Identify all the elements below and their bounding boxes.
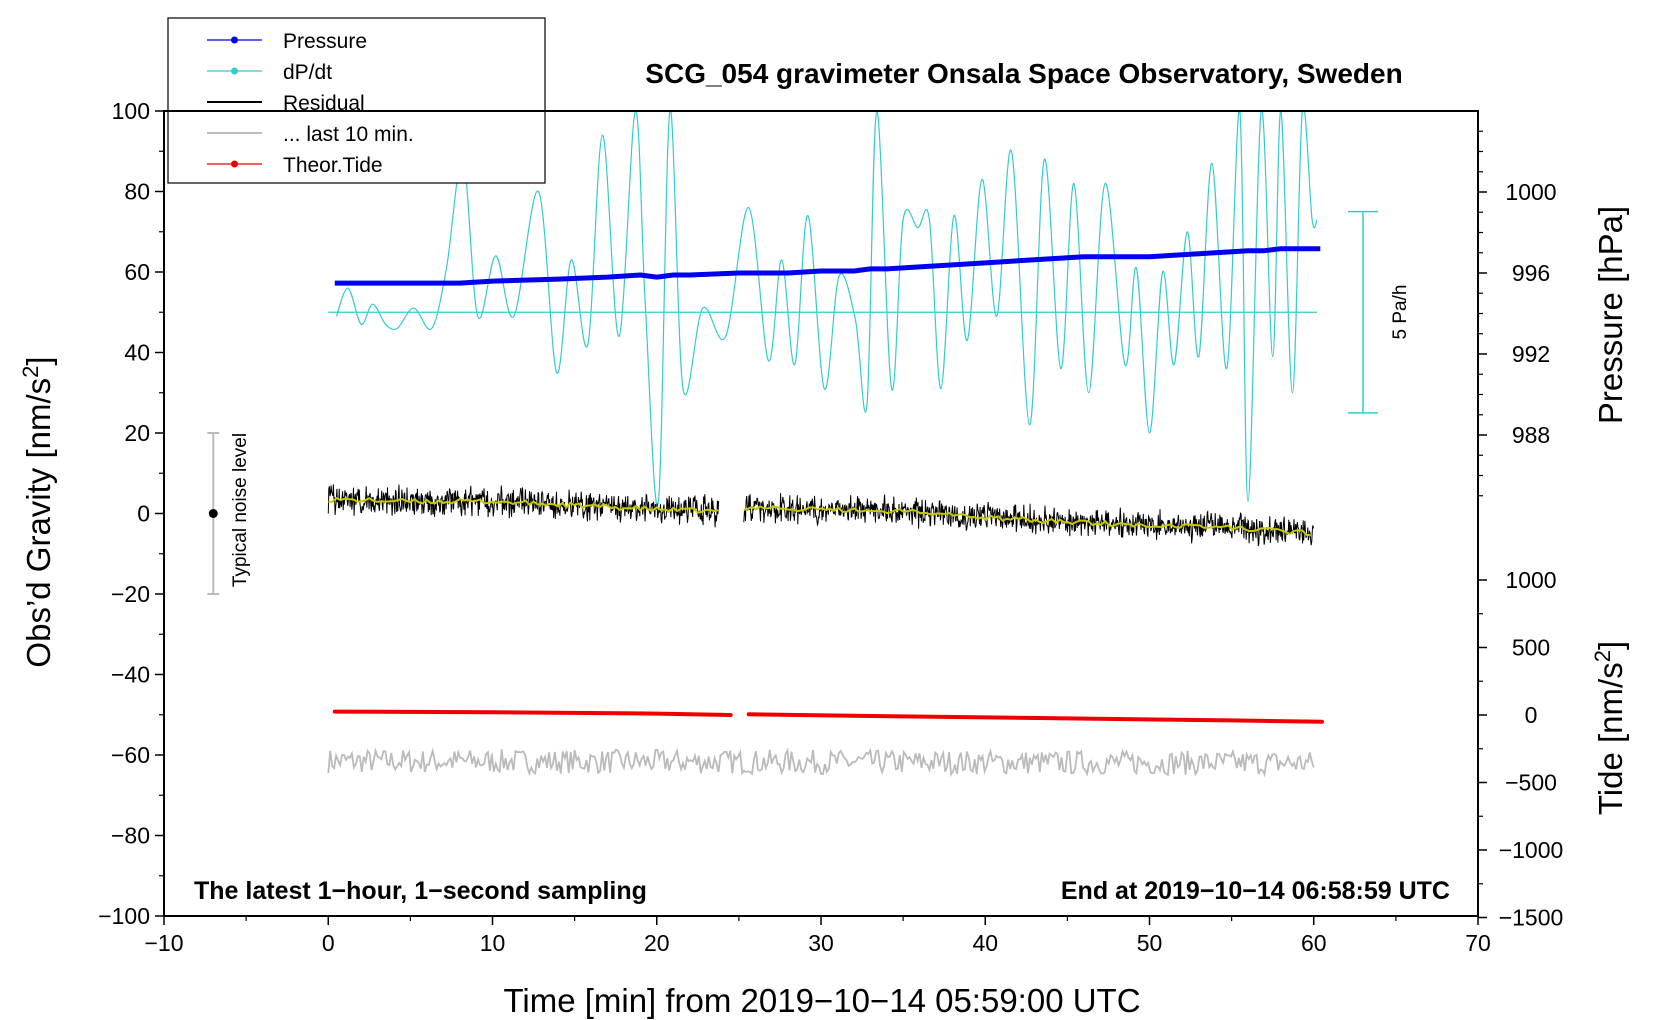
series-theor-tide-line <box>746 712 1324 724</box>
y-tick-label-left: 0 <box>137 501 150 527</box>
y-tick-label-left: −40 <box>111 662 150 688</box>
y-tick-label-tide: −1500 <box>1499 905 1564 931</box>
y-tick-label-pressure: 996 <box>1512 260 1550 286</box>
y-tick-label-left: 20 <box>124 420 150 446</box>
plot-frame <box>163 110 1479 917</box>
sampling-annotation: The latest 1−hour, 1−second sampling <box>194 877 647 905</box>
axes: −10 0 10 20 30 40 50 60 70100806040200−20−40−60−… <box>98 98 1563 956</box>
x-axis-title: Time [min] from 2019−10−14 05:59:00 UTC <box>503 982 1140 1019</box>
y-tick-label-tide: −1000 <box>1499 837 1564 863</box>
legend-label: dP/dt <box>283 61 332 84</box>
y-tick-label-left: 100 <box>112 98 150 124</box>
rate-label: 5 Pa/h <box>1390 285 1411 340</box>
y-axis-title-left-text: Obs’d Gravity [nm/s <box>20 378 57 668</box>
y-axis-title-pressure: Pressure [hPa] <box>1592 206 1629 424</box>
y-tick-label-left: −80 <box>111 823 150 849</box>
series-theor-tide-line <box>332 709 733 717</box>
x-tick-label: 30 <box>808 930 834 956</box>
y-tick-label-left: −100 <box>98 903 150 929</box>
y-tick-label-tide: 500 <box>1512 635 1550 661</box>
y-tick-label-pressure: 1000 <box>1505 179 1556 205</box>
legend-label: Theor.Tide <box>283 154 383 177</box>
y-axis-title-tide-end: ] <box>1592 641 1629 650</box>
x-tick-label: −10 <box>144 930 183 956</box>
series-residual-line <box>327 484 720 528</box>
y-tick-label-left: 80 <box>124 179 150 205</box>
series-residual-smoothed-line <box>328 496 719 514</box>
y-tick-label-pressure: 988 <box>1512 422 1550 448</box>
y-tick-label-pressure: 992 <box>1512 341 1550 367</box>
x-tick-label: 20 <box>644 930 670 956</box>
y-axis-title-left: Obs’d Gravity [nm/s2] <box>18 356 58 667</box>
y-tick-label-left: 60 <box>124 259 150 285</box>
end-time-annotation: End at 2019−10−14 06:58:59 UTC <box>1061 877 1450 905</box>
chart-title: SCG_054 gravimeter Onsala Space Observat… <box>645 58 1402 89</box>
y-tick-label-tide: −500 <box>1505 770 1557 796</box>
y-axis-title-tide-text: Tide [nm/s <box>1592 662 1629 815</box>
y-axis-title-tide-sup: 2 <box>1590 650 1615 662</box>
y-axis-title-left-end: ] <box>20 356 57 365</box>
noise-bar-center-dot <box>208 509 218 518</box>
legend-marker <box>231 67 238 75</box>
noise-level-label: Typical noise level <box>230 433 251 587</box>
legend-marker <box>231 36 238 44</box>
x-tick-label: 0 <box>322 930 335 956</box>
legend-marker <box>231 160 238 168</box>
y-tick-label-tide: 0 <box>1525 702 1538 728</box>
legend-label: ... last 10 min. <box>283 123 414 146</box>
y-tick-label-tide: 1000 <box>1505 567 1556 593</box>
series-pressure-line <box>334 246 1321 286</box>
series-last-10-min-line <box>327 747 1315 778</box>
x-tick-label: 10 <box>480 930 506 956</box>
x-tick-label: 60 <box>1301 930 1327 956</box>
legend-label: Residual <box>283 92 365 115</box>
y-tick-label-left: 40 <box>124 340 150 366</box>
y-tick-label-left: −60 <box>111 742 150 768</box>
y-axis-title-left-sup: 2 <box>18 366 43 378</box>
y-tick-label-left: −20 <box>111 581 150 607</box>
plot-area <box>207 111 1379 778</box>
series-dpdt-line <box>335 111 1318 506</box>
series-residual-smoothed-line <box>743 505 1311 537</box>
x-tick-label: 50 <box>1137 930 1163 956</box>
x-tick-label: 40 <box>972 930 998 956</box>
legend: Pressure dP/dt Residual ... last 10 min. The… <box>167 17 546 184</box>
y-axis-title-tide: Tide [nm/s2] <box>1590 641 1630 815</box>
x-tick-label: 70 <box>1465 930 1491 956</box>
legend-label: Pressure <box>283 30 367 53</box>
